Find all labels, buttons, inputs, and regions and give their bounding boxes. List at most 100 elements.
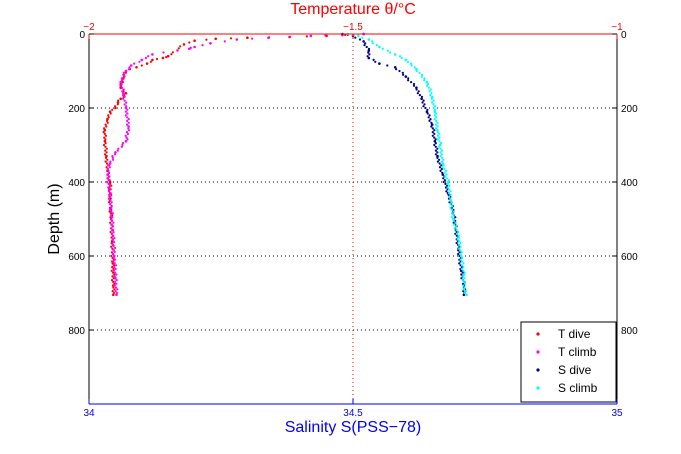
data-point (460, 277, 463, 280)
data-point (441, 149, 444, 152)
top-tick-label: −1 (611, 22, 623, 33)
data-point (121, 79, 124, 82)
data-point (127, 127, 130, 130)
data-point (400, 56, 403, 60)
data-point (107, 169, 110, 172)
data-point (102, 143, 106, 147)
data-point (106, 117, 109, 121)
data-point (107, 179, 110, 182)
data-point (111, 155, 114, 158)
data-point (126, 112, 129, 115)
data-point (117, 99, 120, 102)
data-point (454, 216, 457, 219)
data-point (415, 69, 418, 73)
data-point (449, 203, 452, 206)
data-point (371, 42, 374, 45)
data-point (442, 158, 445, 161)
data-point (110, 251, 113, 254)
data-point (106, 177, 109, 180)
data-point (110, 210, 113, 213)
legend: T dive T climb S dive S climb (520, 321, 617, 403)
data-point (111, 252, 115, 256)
data-point (462, 269, 465, 272)
data-point (109, 203, 112, 206)
data-point (462, 288, 466, 291)
data-point (415, 88, 418, 91)
data-point (452, 221, 455, 224)
y-tick-label-right: 800 (621, 326, 638, 337)
data-point (108, 166, 111, 169)
bottom-axis-title: Salinity S(PSS−78) (285, 419, 422, 436)
legend-label: S climb (558, 381, 598, 395)
data-point (155, 57, 159, 61)
data-point (410, 81, 413, 84)
data-point (440, 156, 444, 159)
data-point (111, 239, 114, 242)
grid (89, 34, 617, 404)
data-point (182, 43, 186, 46)
data-point (176, 49, 179, 52)
data-point (108, 162, 112, 165)
data-point (445, 169, 448, 172)
data-point (436, 147, 439, 150)
data-point (122, 94, 125, 97)
data-point (111, 271, 115, 274)
data-point (105, 162, 109, 165)
data-point (461, 271, 464, 274)
data-point (453, 227, 456, 230)
data-point (103, 140, 107, 143)
data-point (446, 184, 449, 187)
data-point (440, 167, 443, 171)
top-axis-title: Temperature θ/°C (290, 1, 416, 18)
data-point (435, 123, 438, 126)
data-point (112, 244, 115, 248)
data-point (430, 123, 434, 126)
data-point (123, 73, 126, 76)
data-point (126, 108, 129, 111)
data-point (436, 125, 439, 128)
data-point (458, 240, 461, 243)
data-point (421, 73, 424, 76)
data-point (110, 254, 113, 258)
data-point (386, 64, 389, 67)
data-point (113, 284, 116, 287)
data-point (115, 293, 118, 297)
data-point (457, 236, 460, 239)
data-point (441, 162, 445, 165)
data-point (457, 234, 460, 237)
data-point (422, 99, 425, 102)
data-point (434, 105, 437, 108)
legend-marker (536, 368, 540, 372)
data-point (415, 67, 418, 71)
data-point (420, 95, 424, 98)
data-point (461, 279, 464, 282)
data-point (427, 86, 430, 89)
data-point (462, 262, 465, 265)
data-point (462, 284, 465, 287)
data-point (433, 143, 436, 147)
data-point (108, 171, 111, 174)
data-point (110, 236, 113, 239)
data-point (112, 248, 115, 252)
data-point (112, 267, 115, 271)
data-point (209, 42, 212, 45)
data-point (438, 140, 441, 143)
data-point (438, 162, 441, 165)
data-point (125, 131, 129, 134)
data-point (372, 58, 375, 62)
data-point (111, 290, 114, 293)
data-point (439, 155, 442, 158)
data-point (439, 169, 442, 172)
data-point (393, 53, 397, 56)
data-point (112, 293, 115, 297)
data-point (455, 241, 458, 245)
data-point (421, 101, 424, 104)
data-point (440, 164, 443, 167)
data-point (108, 180, 112, 184)
data-point (127, 68, 130, 71)
data-point (436, 151, 439, 154)
data-point (362, 40, 365, 43)
data-point (149, 60, 152, 63)
data-point (434, 153, 437, 156)
data-point (124, 106, 128, 110)
